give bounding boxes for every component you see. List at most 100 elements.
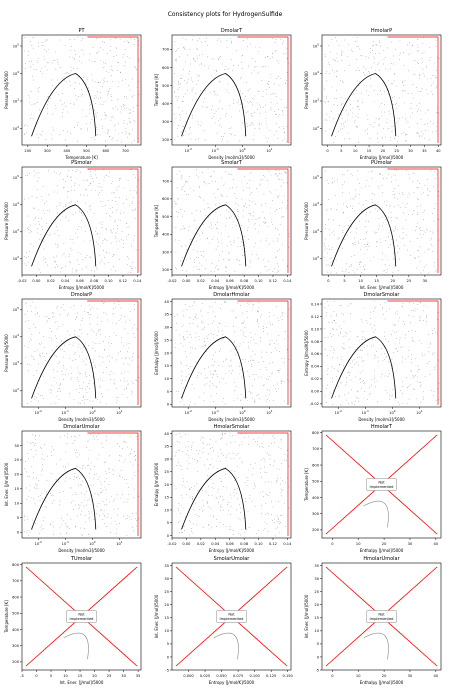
y-tick-label: 105 <box>13 306 20 312</box>
y-tick-label: 104 <box>13 333 20 339</box>
y-tick-label: 20 <box>164 603 169 607</box>
x-tick-label: 0 <box>35 674 38 678</box>
x-tick-label: 20 <box>92 674 97 678</box>
plot-frame <box>21 298 142 408</box>
y-tick-label: 105 <box>13 174 20 180</box>
x-tick-label: 0.12 <box>119 279 127 283</box>
y-tick-label: 30 <box>314 577 319 581</box>
y-tick-label: 300 <box>12 644 20 648</box>
x-tick-label: 0 <box>331 674 334 678</box>
x-tick-label: -0.02 <box>167 542 176 546</box>
y-tick-label: 10 <box>164 508 169 512</box>
y-tick-label: 5 <box>167 642 169 646</box>
not-implemented-label: Implemented <box>70 617 94 621</box>
subplot-title: DmolarHmolar <box>213 292 250 298</box>
state-points <box>324 37 440 143</box>
boundary-line <box>87 300 139 405</box>
x-tick-label: 25 <box>407 279 412 283</box>
y-tick-label: 5 <box>167 390 169 394</box>
not-implemented-label: Implemented <box>370 617 394 621</box>
y-tick-label: 20 <box>14 473 19 477</box>
x-tick-label: -0.02 <box>167 279 176 283</box>
subplot-PT: PT 200 300 400 500 600 700 102 103 104 105 Temperat… <box>4 28 142 160</box>
subplot-DmolarP: DmolarP 10-2 10-1 100 101 102 103 104 105 Density… <box>4 292 142 422</box>
subplot-TUmolar: TUmolar -5 0 5 10 15 20 25 30 35 200 300 400 500 600 70… <box>4 556 142 685</box>
subplot-title: HmolarT <box>371 424 393 430</box>
y-tick-label: 35 <box>314 564 319 568</box>
state-points <box>174 36 290 143</box>
y-axis-label: Pressure [Pa]/5000 <box>304 202 309 240</box>
y-tick-label: -5 <box>315 668 319 672</box>
y-tick-label: 0 <box>167 534 170 538</box>
x-tick-label: 25 <box>107 674 112 678</box>
y-tick-label: 0.12 <box>311 315 319 319</box>
y-tick-label: 40 <box>164 300 169 304</box>
x-axis-label: Enthalpy [J/mol]/5000 <box>360 155 404 160</box>
x-tick-label: 5 <box>50 674 52 678</box>
saturation-curve <box>31 468 97 530</box>
y-tick-label: 20 <box>164 351 169 355</box>
boundary-line <box>237 300 289 405</box>
subplot-title: HmolarP <box>371 28 392 34</box>
x-tick-label: 30 <box>423 279 428 283</box>
x-tick-label: 0.06 <box>76 279 85 283</box>
y-tick-label: 500 <box>162 215 170 219</box>
x-tick-label: 400 <box>63 149 71 153</box>
subplot-title: DmolarT <box>221 28 243 34</box>
x-axis-label: Int. Ener. [J/mol]/5000 <box>60 680 104 685</box>
x-tick-label: 40 <box>434 674 439 678</box>
x-tick-label: 20 <box>382 542 387 546</box>
y-tick-label: 25 <box>314 590 319 594</box>
plot-frame <box>21 430 142 539</box>
x-axis-label: Entropy [J/mol/K]/5000 <box>209 285 255 290</box>
plot-frame <box>171 166 292 276</box>
y-tick-label: 15 <box>14 487 19 491</box>
plot-frame <box>321 298 442 408</box>
not-implemented-label: Not <box>378 481 385 485</box>
y-tick-label: 103 <box>13 228 20 234</box>
y-axis-label: Int. Ener. [J/mol]/5000 <box>4 462 9 506</box>
state-points <box>174 300 290 406</box>
x-tick-label: 0.050 <box>216 674 227 678</box>
x-tick-label: 20 <box>381 149 386 153</box>
x-tick-label: 10-2 <box>185 147 193 153</box>
x-tick-label: 101 <box>266 409 273 415</box>
not-implemented-label: Implemented <box>220 617 244 621</box>
boundary-line <box>387 300 439 405</box>
plot-frame <box>21 166 142 276</box>
y-axis-label: Temperature [K] <box>4 600 9 634</box>
not-implemented-label: Implemented <box>370 485 394 489</box>
y-tick-label: 40 <box>164 432 169 436</box>
y-tick-label: 700 <box>12 579 20 583</box>
x-tick-label: 35 <box>422 149 427 153</box>
y-tick-label: 103 <box>313 228 320 234</box>
x-tick-label: 5 <box>340 149 342 153</box>
y-axis-label: Enthalpy [J/mol]/5000 <box>154 331 159 375</box>
y-tick-label: 15 <box>164 364 169 368</box>
x-tick-label: -0.02 <box>17 279 26 283</box>
x-tick-label: 0.12 <box>269 542 277 546</box>
y-tick-label: 25 <box>164 338 169 342</box>
x-axis-label: Enthalpy [J/mol]/5000 <box>360 680 404 685</box>
state-points <box>24 432 140 536</box>
y-tick-label: 200 <box>162 138 170 142</box>
x-tick-label: 0.08 <box>240 542 249 546</box>
subplot-title: HmolarSmolar <box>214 424 251 430</box>
plot-frame <box>21 562 142 671</box>
plot-frame <box>321 562 442 671</box>
plot-frame <box>321 430 442 539</box>
x-tick-label: 40 <box>436 149 441 153</box>
plot-frame <box>171 430 292 539</box>
state-points <box>324 300 440 406</box>
x-tick-label: 20 <box>382 674 387 678</box>
x-tick-label: 30 <box>408 149 413 153</box>
y-tick-label: 35 <box>164 564 169 568</box>
x-axis-label: Entropy [J/mol/K]/5000 <box>59 285 105 290</box>
x-tick-label: 35 <box>136 674 141 678</box>
y-tick-label: 200 <box>312 528 320 532</box>
boundary-line <box>387 36 439 143</box>
x-axis-label: Int. Ener. [J/mol]/5000 <box>360 285 404 290</box>
boundary-line <box>87 168 139 273</box>
y-axis-label: Entropy [J/mol/K]/5000 <box>304 330 309 376</box>
